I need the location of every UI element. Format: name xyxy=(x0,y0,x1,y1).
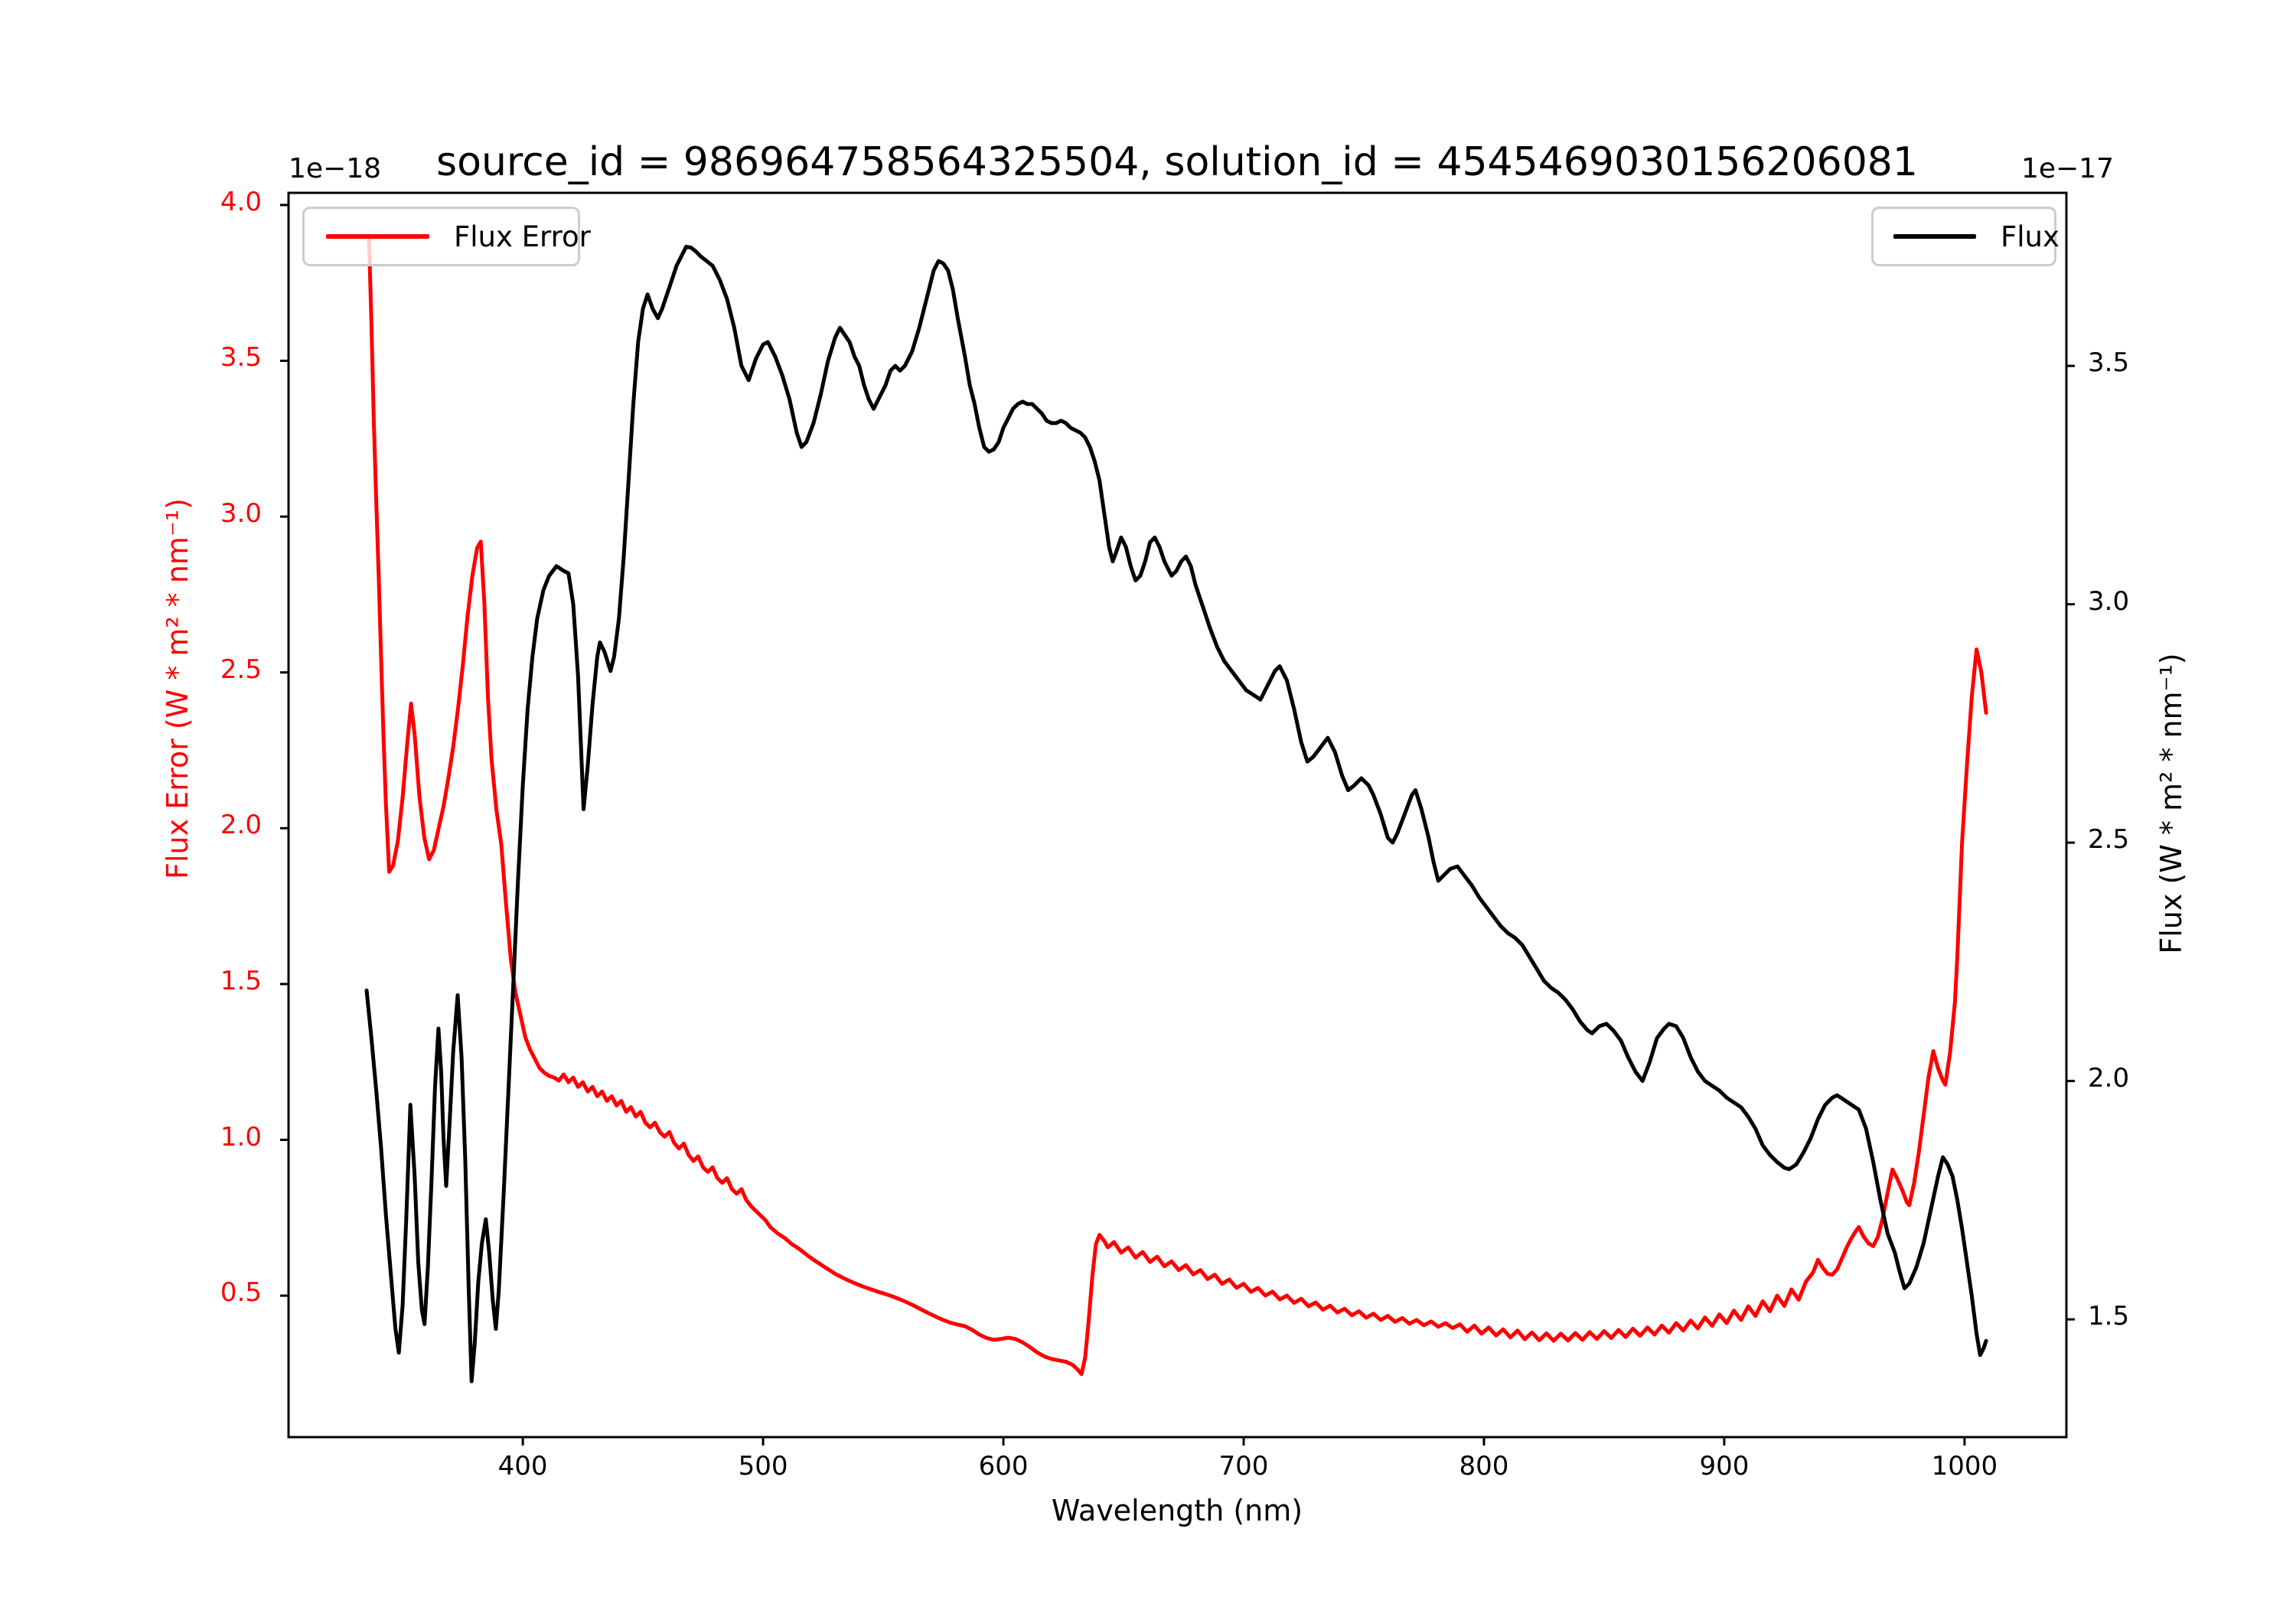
left-axis-offset-text: 1e−18 xyxy=(289,153,382,184)
left-y-tick-label: 2.0 xyxy=(220,810,262,841)
x-axis-label: Wavelength (nm) xyxy=(1051,1494,1303,1527)
left-y-axis-label: Flux Error (W * m² * nm⁻¹) xyxy=(161,498,194,879)
x-tick-label: 900 xyxy=(1699,1451,1750,1482)
flux-curve xyxy=(364,244,1988,1384)
chart-title: source_id = 986964758564325504, solution… xyxy=(436,139,1918,185)
flux-error-curve xyxy=(367,237,1988,1377)
left-y-tick-label: 1.0 xyxy=(220,1121,262,1152)
left-y-tick-label: 3.0 xyxy=(220,498,262,530)
right-axis-offset-text: 1e−17 xyxy=(2020,153,2114,184)
left-y-tick-label: 4.0 xyxy=(220,186,262,217)
right-y-tick-label: 1.5 xyxy=(2088,1301,2130,1332)
right-y-tick-label: 3.5 xyxy=(2088,347,2130,379)
left-y-tick-label: 1.5 xyxy=(220,965,262,996)
x-tick-label: 600 xyxy=(978,1451,1029,1482)
flux-error-line-sample xyxy=(326,234,429,239)
flux-line-sample xyxy=(1893,234,1976,239)
x-tick-label: 400 xyxy=(497,1451,548,1482)
x-tick-label: 700 xyxy=(1218,1451,1269,1482)
x-tick-label: 500 xyxy=(738,1451,788,1482)
right-y-tick-label: 2.0 xyxy=(2088,1062,2130,1094)
legend-flux-error-label: Flux Error xyxy=(454,220,591,253)
x-tick-label: 1000 xyxy=(1931,1451,1998,1482)
legend-flux-label: Flux xyxy=(2001,220,2060,253)
right-y-tick-label: 3.0 xyxy=(2088,585,2130,617)
left-y-tick-label: 2.5 xyxy=(220,654,262,685)
left-y-tick-label: 0.5 xyxy=(220,1277,262,1309)
right-y-tick-label: 2.5 xyxy=(2088,824,2130,856)
legend-flux-error: Flux Error xyxy=(302,207,591,266)
left-y-tick-label: 3.5 xyxy=(220,342,262,373)
axes-frame xyxy=(287,191,2068,1439)
x-tick-label: 800 xyxy=(1459,1451,1509,1482)
legend-flux: Flux xyxy=(1871,207,2060,266)
